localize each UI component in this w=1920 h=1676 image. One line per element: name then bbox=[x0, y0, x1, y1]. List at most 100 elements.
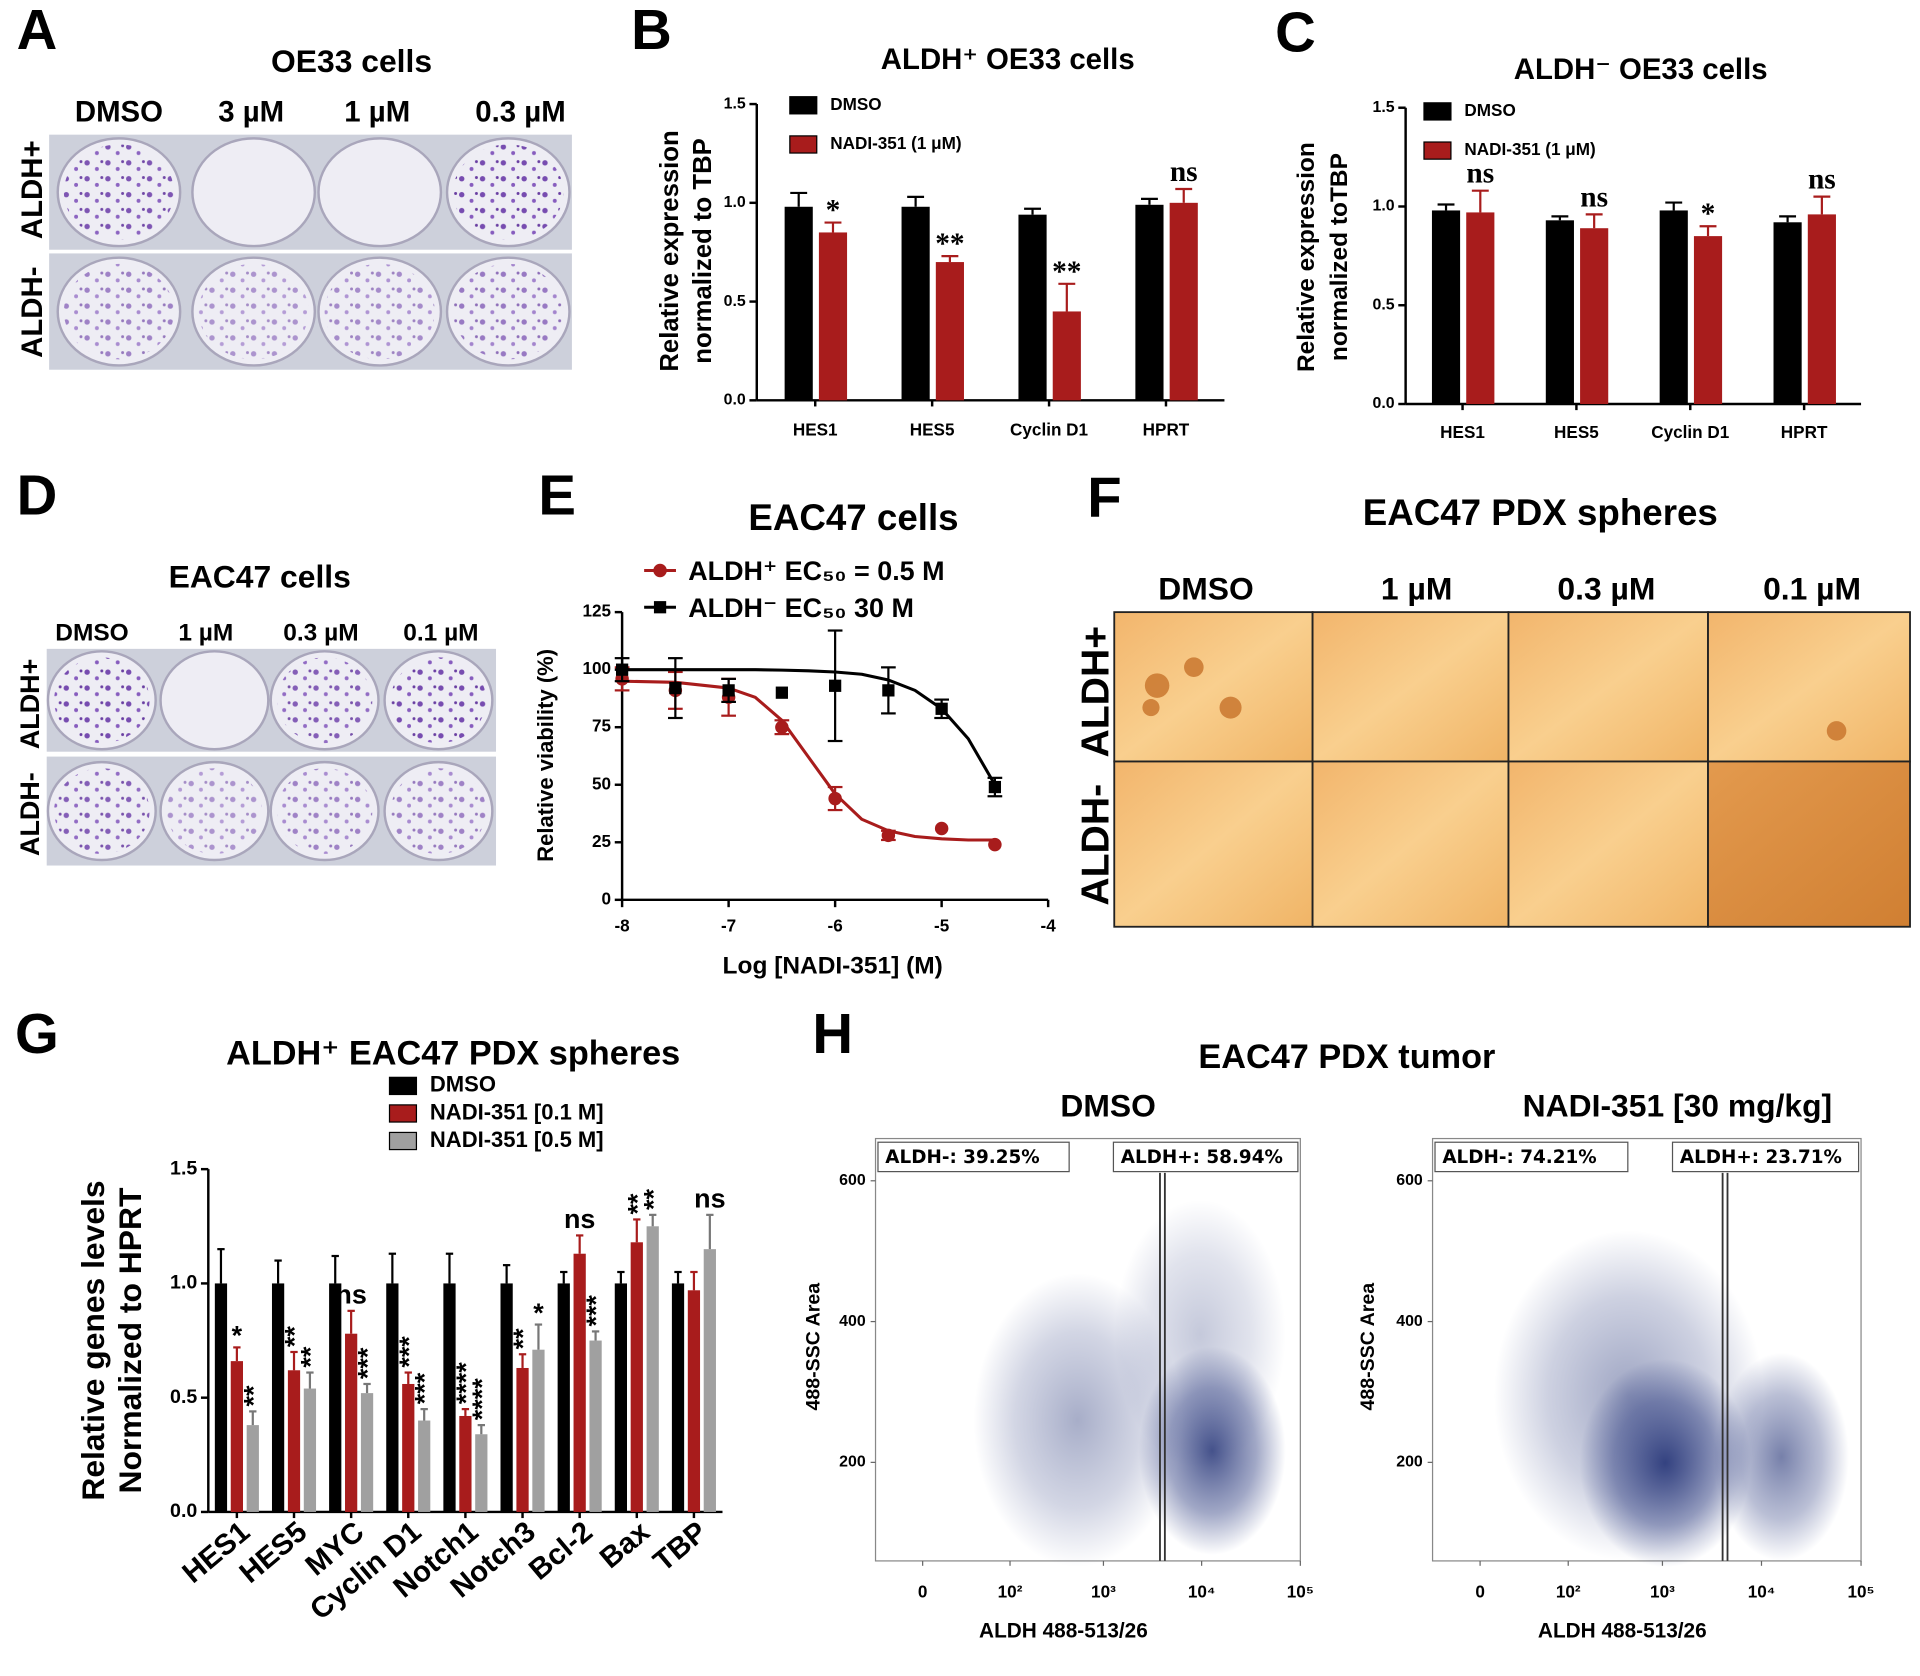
chart-title: DMSO bbox=[1060, 1087, 1156, 1123]
panel-letter: F bbox=[1087, 466, 1121, 529]
significance-label: ** bbox=[508, 1328, 538, 1349]
y-tick-label: 25 bbox=[592, 831, 612, 851]
y-tick-label: 125 bbox=[583, 601, 612, 621]
legend-swatch bbox=[1423, 141, 1452, 160]
bar bbox=[671, 1283, 685, 1512]
legend-label: NADI-351 (1 μM) bbox=[1464, 139, 1595, 159]
x-tick-label: -4 bbox=[1041, 915, 1057, 935]
significance-label: ** bbox=[280, 1326, 310, 1347]
bar bbox=[1466, 212, 1495, 405]
y-axis-label: Relative genes levels bbox=[75, 1180, 111, 1500]
column-label: 1 µM bbox=[344, 96, 410, 129]
x-tick-label: -8 bbox=[614, 915, 629, 935]
gate-label-box bbox=[1434, 1141, 1629, 1173]
culture-plate bbox=[317, 137, 443, 248]
bar bbox=[214, 1283, 228, 1512]
colonies bbox=[324, 263, 435, 360]
panel-letter: D bbox=[17, 463, 58, 526]
x-axis-label: ALDH 488-513/26 bbox=[1538, 1619, 1707, 1642]
panel-letter: G bbox=[15, 1002, 59, 1065]
y-axis-label: 488-SSC Area bbox=[802, 1282, 824, 1411]
legend-label: DMSO bbox=[830, 94, 881, 114]
x-tick-label: 0 bbox=[1475, 1581, 1485, 1601]
significance-label: * bbox=[533, 1298, 544, 1328]
y-tick-label: 0.0 bbox=[1372, 395, 1394, 412]
legend-marker bbox=[653, 563, 667, 578]
bar bbox=[1659, 210, 1688, 405]
row-label: ALDH- bbox=[16, 266, 49, 357]
legend-marker bbox=[653, 601, 667, 614]
x-tick-label: Cyclin D1 bbox=[1651, 422, 1730, 442]
bar bbox=[1807, 214, 1836, 405]
column-label: 0.3 µM bbox=[283, 620, 358, 647]
data-point bbox=[988, 780, 1002, 794]
significance-label: ns bbox=[1170, 156, 1198, 188]
legend-label: NADI-351 [0.5 M] bbox=[430, 1127, 604, 1152]
row-label: ALDH+ bbox=[15, 659, 45, 750]
data-point bbox=[934, 821, 949, 836]
panel-letter: H bbox=[812, 1002, 853, 1065]
colonies bbox=[453, 144, 564, 240]
panel-letter: A bbox=[17, 0, 58, 61]
data-point bbox=[722, 684, 735, 697]
y-tick-label: 400 bbox=[1396, 1313, 1423, 1330]
panel-title: EAC47 PDX tumor bbox=[1198, 1038, 1495, 1076]
data-point bbox=[881, 828, 896, 843]
significance-label: ** bbox=[638, 1188, 668, 1209]
chart-title: ALDH⁺ EAC47 PDX spheres bbox=[226, 1034, 680, 1072]
data-point bbox=[615, 663, 629, 676]
bar bbox=[443, 1283, 456, 1512]
colonies bbox=[276, 657, 373, 744]
column-label: 0.1 µM bbox=[1763, 571, 1861, 607]
significance-label: ns bbox=[1808, 164, 1836, 196]
y-axis-label: 488-SSC Area bbox=[1357, 1282, 1379, 1411]
bar bbox=[386, 1283, 399, 1512]
bar bbox=[287, 1370, 301, 1512]
y-tick-label: 0.0 bbox=[724, 392, 746, 409]
sphere bbox=[1826, 721, 1847, 741]
bar bbox=[1580, 228, 1609, 405]
y-tick-label: 0.5 bbox=[724, 293, 746, 310]
x-tick-label: 10² bbox=[1556, 1581, 1581, 1601]
bar bbox=[1545, 220, 1574, 405]
x-tick-label: 10⁴ bbox=[1748, 1581, 1776, 1601]
gate-label-box bbox=[1671, 1141, 1860, 1173]
y-tick-label: 600 bbox=[1396, 1172, 1423, 1189]
bar bbox=[475, 1434, 488, 1512]
bar bbox=[1135, 204, 1164, 401]
significance-label: * bbox=[232, 1321, 243, 1351]
data-point bbox=[669, 681, 682, 695]
colonies bbox=[54, 657, 150, 744]
legend-swatch bbox=[789, 135, 818, 154]
bar bbox=[703, 1249, 716, 1512]
bar bbox=[345, 1333, 358, 1512]
x-axis-label: ALDH 488-513/26 bbox=[979, 1619, 1148, 1642]
x-tick-label: 10³ bbox=[1091, 1581, 1116, 1601]
y-tick-label: 1.0 bbox=[170, 1272, 197, 1294]
colonies bbox=[166, 768, 263, 854]
sphere bbox=[1219, 696, 1242, 719]
data-point bbox=[935, 702, 948, 715]
bar bbox=[630, 1242, 643, 1512]
x-axis-label: Log [NADI-351] (M) bbox=[723, 953, 943, 980]
significance-label: ** bbox=[1052, 256, 1081, 288]
photo-tile bbox=[1113, 760, 1314, 928]
x-tick-label: 10⁵ bbox=[1848, 1581, 1875, 1601]
bar bbox=[1431, 210, 1461, 405]
column-label: DMSO bbox=[55, 620, 128, 647]
significance-label: *** bbox=[410, 1372, 440, 1404]
y-tick-label: 50 bbox=[592, 773, 611, 793]
colonies bbox=[198, 263, 309, 360]
significance-label: ** bbox=[935, 228, 964, 260]
column-label: DMSO bbox=[75, 96, 163, 129]
y-tick-label: 600 bbox=[839, 1172, 866, 1189]
sphere bbox=[1184, 657, 1204, 678]
bar bbox=[935, 262, 964, 401]
culture-plate bbox=[191, 137, 317, 248]
legend-swatch bbox=[1423, 102, 1452, 121]
significance-label: * bbox=[826, 195, 841, 227]
chart-title: EAC47 cells bbox=[748, 497, 958, 538]
y-tick-label: 0.0 bbox=[170, 1500, 197, 1522]
gate-label: ALDH+: 58.94% bbox=[1121, 1147, 1283, 1168]
